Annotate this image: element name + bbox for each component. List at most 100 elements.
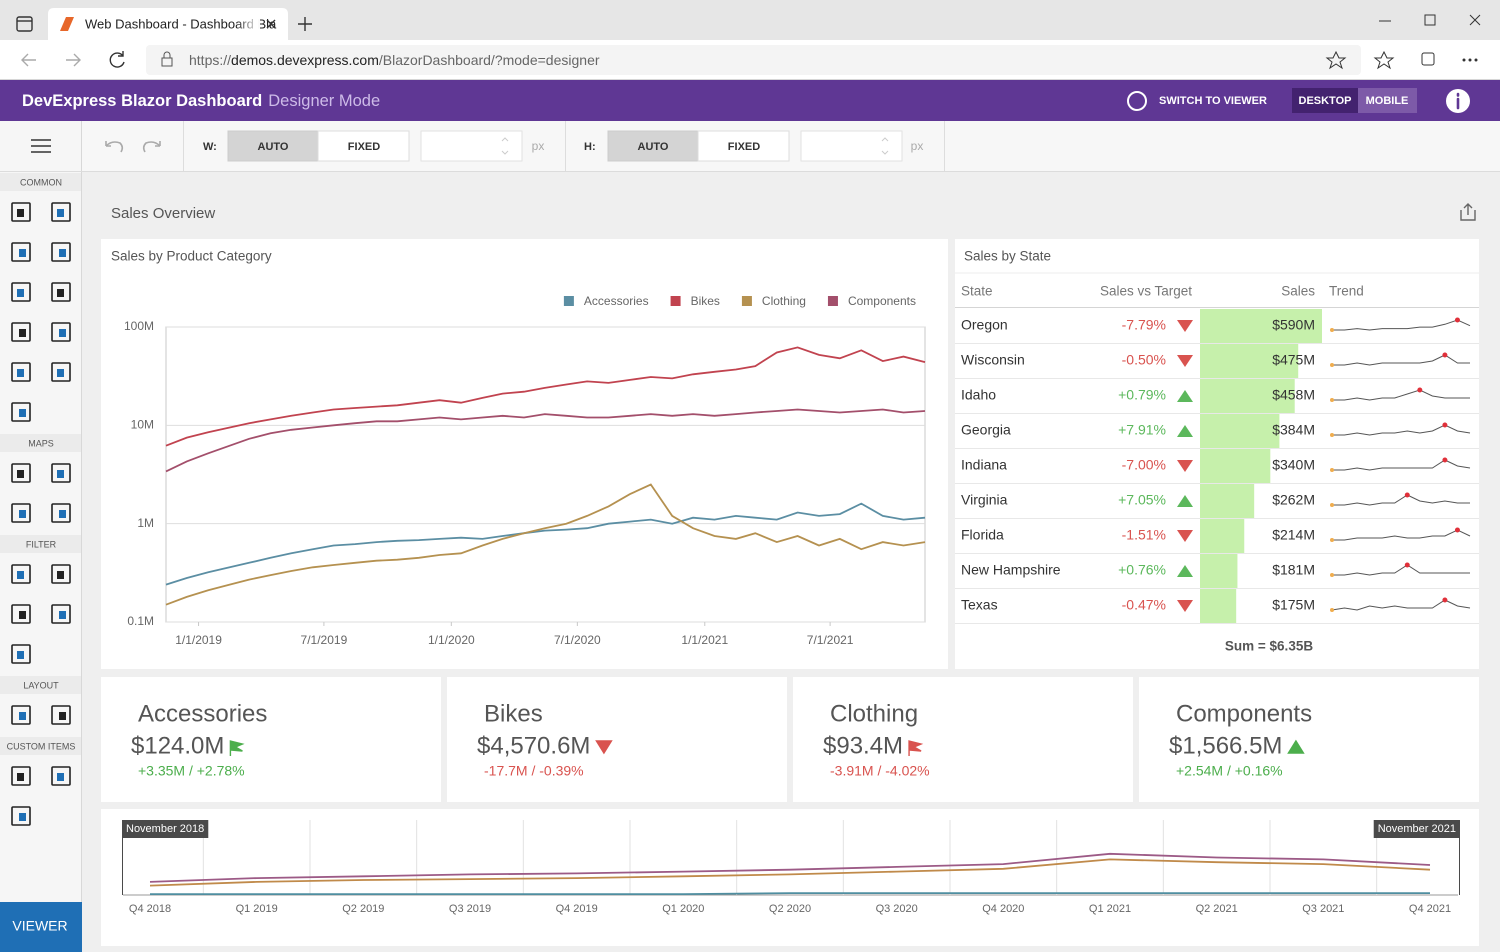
item-icon-accent [59,249,66,257]
x-tick-label: 7/1/2020 [554,633,601,647]
y-tick-label: 1M [137,516,154,530]
card-delta: -3.91M / -4.02% [830,763,930,779]
state: Georgia [961,422,1011,438]
x-tick-label: Q3 2021 [1302,903,1344,915]
x-tick-label: 7/1/2021 [807,633,854,647]
item-icon-accent [17,773,24,781]
item-icon-accent [17,470,24,478]
column-header: Trend [1329,284,1364,299]
variance: +0.76% [1118,562,1166,578]
item-icon-accent [57,470,64,478]
sales: $175M [1272,597,1315,613]
auto-button[interactable]: AUTO [638,141,669,153]
sparkline-max [1442,458,1447,463]
sales: $384M [1272,422,1315,438]
item-icon-accent [57,289,64,297]
size-unit: px [532,139,545,153]
sparkline-start [1330,538,1334,542]
x-tick-label: 1/1/2020 [428,633,475,647]
card-name: Clothing [830,700,918,727]
sales-bar [1200,589,1236,623]
item-icon-accent [57,773,64,781]
sparkline-max [1442,423,1447,428]
sales-bar [1200,484,1254,518]
size-label: H: [584,141,596,153]
state: Indiana [961,457,1007,473]
sales: $340M [1272,457,1315,473]
grid-total: Sum = $6.35B [1225,639,1313,654]
sparkline-max [1405,563,1410,568]
legend-swatch [671,296,681,306]
x-tick-label: 7/1/2019 [301,633,348,647]
auto-button[interactable]: AUTO [258,141,289,153]
section-label: COMMON [20,177,62,187]
sales: $181M [1272,562,1315,578]
card-delta: -17.7M / -0.39% [484,763,584,779]
state: New Hampshire [961,562,1061,578]
desktop-button[interactable]: DESKTOP [1299,95,1352,107]
x-tick-label: Q4 2019 [556,903,598,915]
size-input[interactable] [801,131,902,161]
legend-swatch [742,296,752,306]
item-icon-accent [57,369,64,377]
viewer-button[interactable]: VIEWER [12,918,67,934]
url-text: https://demos.devexpress.com/BlazorDashb… [189,52,600,68]
sales-bar [1200,414,1279,448]
variance: -0.50% [1122,352,1166,368]
sales-bar [1200,554,1237,588]
legend-swatch [828,296,838,306]
x-tick-label: Q4 2020 [982,903,1024,915]
sales: $590M [1272,317,1315,333]
switch-button[interactable]: SWITCH TO VIEWER [1159,95,1267,107]
section-label: CUSTOM ITEMS [7,741,76,751]
sparkline-max [1405,493,1410,498]
sparkline-max [1455,318,1460,323]
fixed-button[interactable]: FIXED [348,141,380,153]
size-label: W: [203,141,217,153]
panel-title: Sales by State [964,249,1051,264]
card-delta: +2.54M / +0.16% [1176,763,1283,779]
variance: -0.47% [1122,597,1166,613]
menu-dots[interactable] [1463,59,1478,62]
x-tick-label: Q3 2019 [449,903,491,915]
column-header: Sales vs Target [1100,284,1192,299]
section-label: MAPS [28,438,54,448]
size-input[interactable] [421,131,522,161]
sparkline-start [1330,398,1334,402]
x-tick-label: Q4 2018 [129,903,171,915]
variance: -7.79% [1122,317,1166,333]
url-host: demos.devexpress.com [231,52,379,68]
item-icon-accent [19,712,26,720]
url-scheme: https:// [189,52,231,68]
y-tick-label: 100M [124,319,154,333]
sales: $458M [1272,387,1315,403]
dashboard-title: Sales Overview [111,205,215,222]
state: Virginia [961,492,1008,508]
variance: +7.05% [1118,492,1166,508]
column-header: State [961,284,993,299]
card-name: Bikes [484,700,543,727]
state: Oregon [961,317,1008,333]
state: Wisconsin [961,352,1025,368]
legend-label: Components [848,294,916,308]
state: Florida [961,527,1004,543]
fixed-button[interactable]: FIXED [728,141,760,153]
mobile-button[interactable]: MOBILE [1366,95,1409,107]
x-tick-label: Q1 2021 [1089,903,1131,915]
item-icon-accent [17,369,24,377]
legend-label: Bikes [691,294,720,308]
url-path: /BlazorDashboard/?mode=designer [379,52,600,68]
card-value: $124.0M [131,732,224,759]
card-value: $93.4M [823,732,903,759]
x-tick-label: Q1 2019 [236,903,278,915]
item-icon-accent [17,289,24,297]
sparkline-start [1330,468,1334,472]
item-icon-accent [19,813,26,821]
tab-fade [236,14,260,36]
section-label: LAYOUT [23,680,59,690]
x-tick-label: Q4 2021 [1409,903,1451,915]
x-tick-label: 1/1/2019 [175,633,222,647]
item-icon-accent [19,510,26,518]
y-tick-label: 10M [131,418,154,432]
